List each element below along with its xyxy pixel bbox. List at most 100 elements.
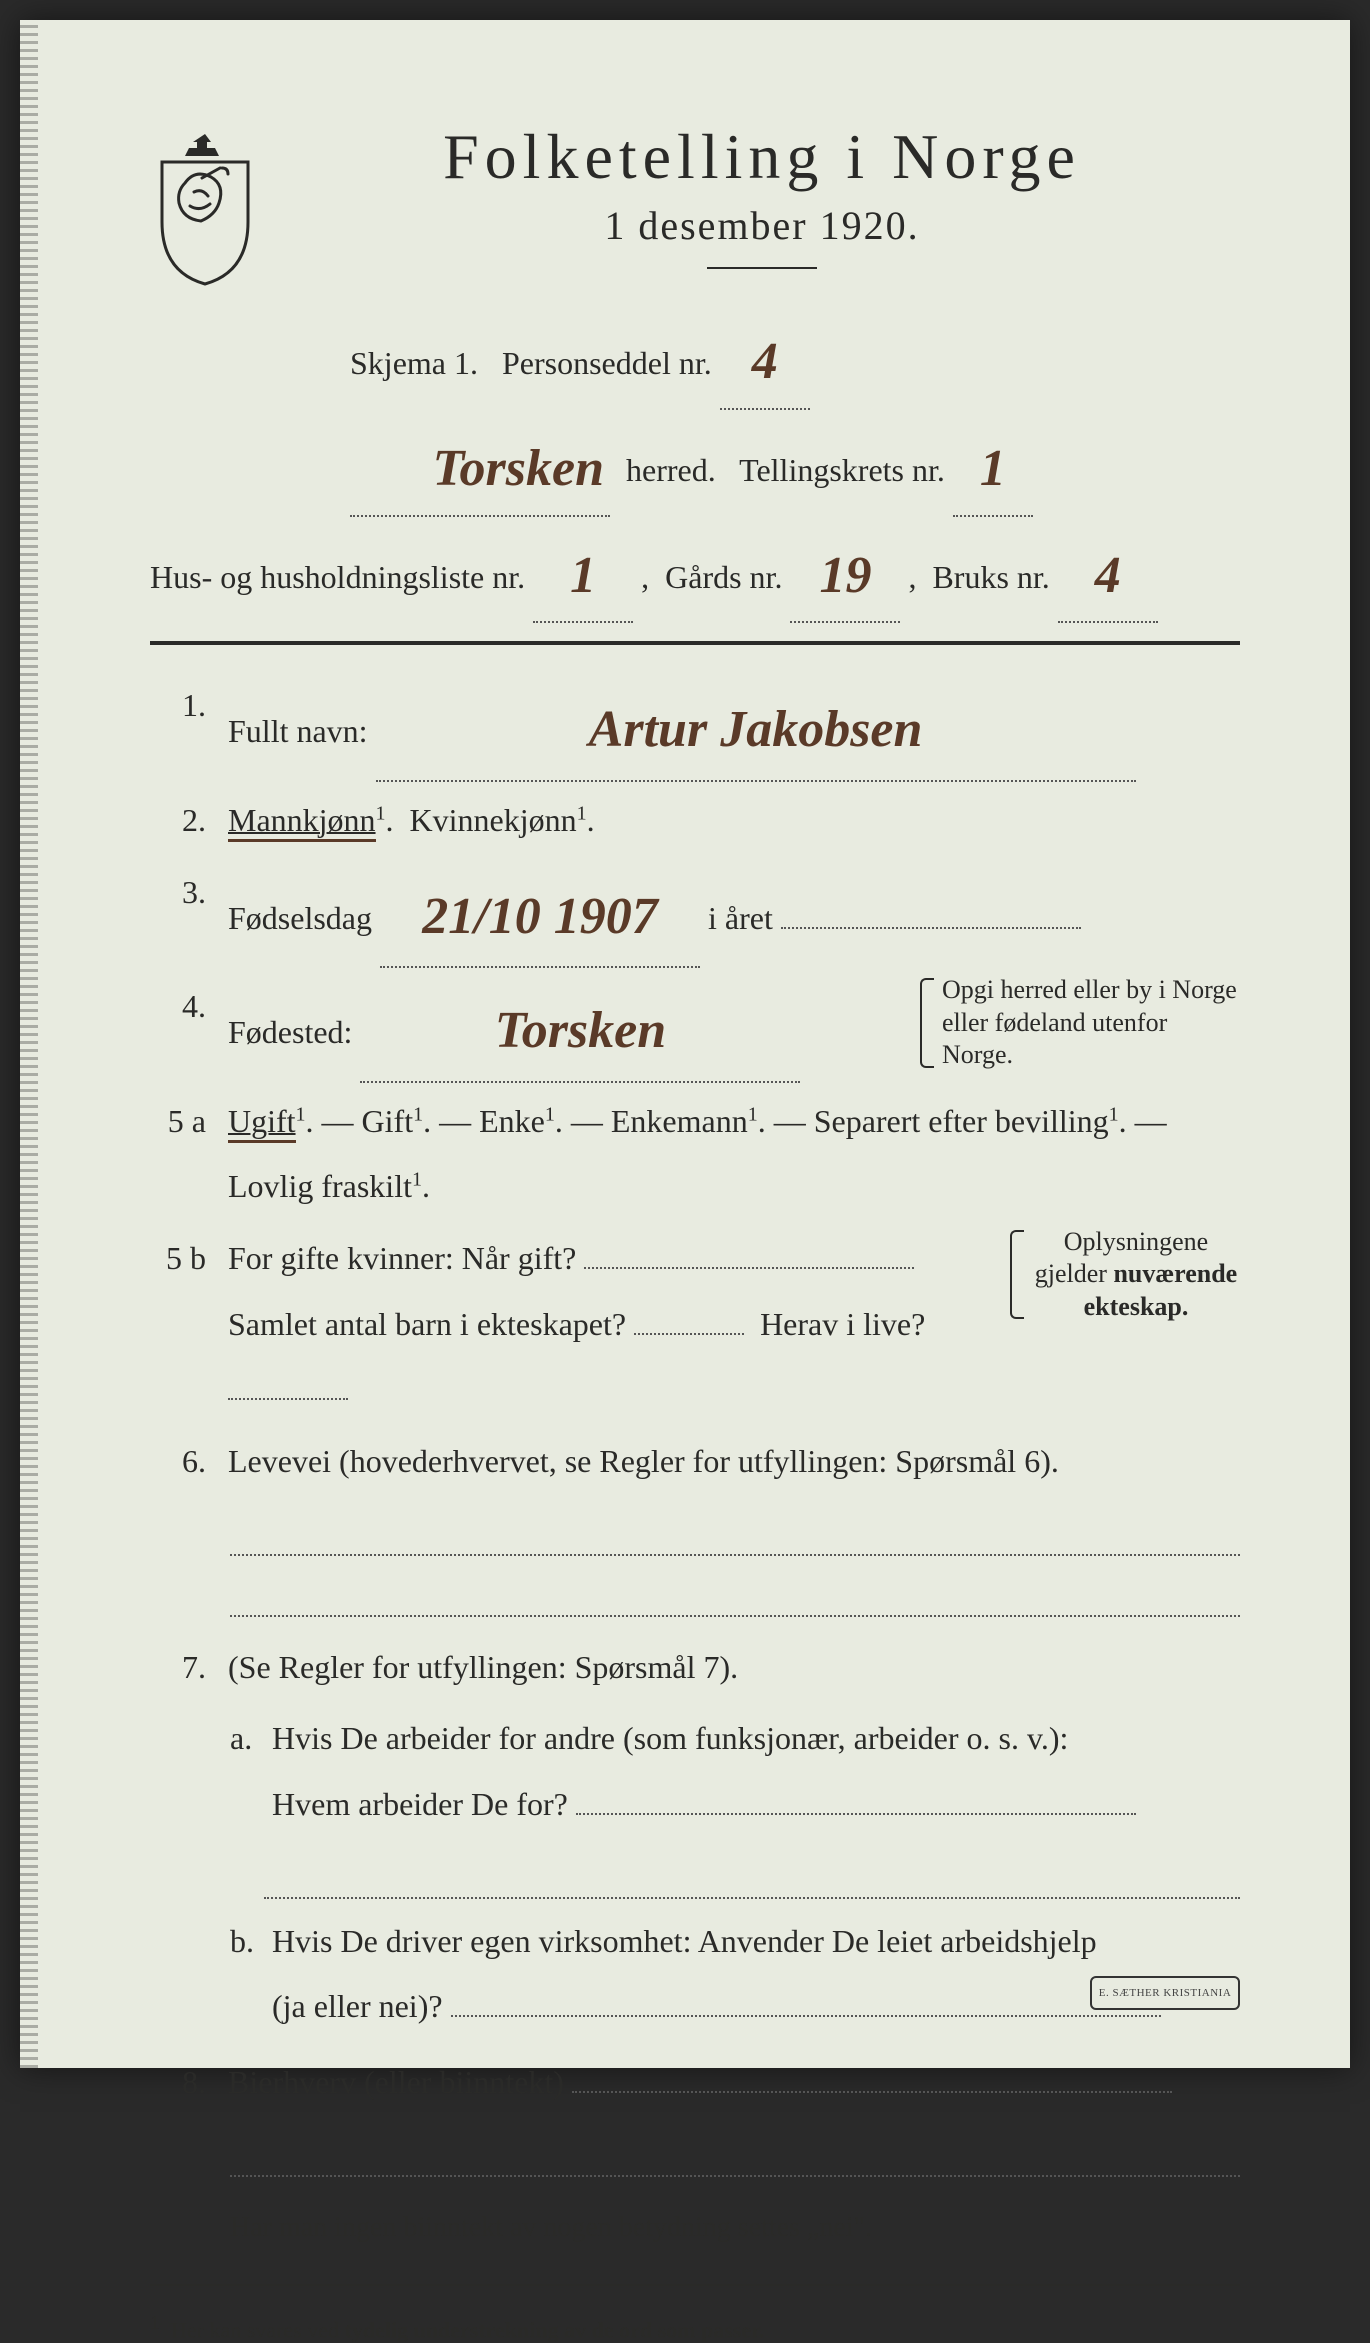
- q4-note: Opgi herred eller by i Norge eller fødel…: [920, 974, 1240, 1072]
- row-skjema: Skjema 1. Personseddel nr. 4: [150, 309, 1240, 410]
- q4-value: Torsken: [495, 1002, 666, 1059]
- q5b-live-field: [228, 1398, 348, 1400]
- q5a-ugift: Ugift: [228, 1103, 296, 1143]
- q5a-separert: Separert efter bevilling: [814, 1103, 1109, 1139]
- q8-num: 8.: [150, 2050, 206, 2116]
- q5b: 5 b For gifte kvinner: Når gift? Samlet …: [150, 1226, 1240, 1423]
- q5b-body: For gifte kvinner: Når gift? Samlet anta…: [228, 1226, 1240, 1423]
- census-form-page: Folketelling i Norge 1 desember 1920. Sk…: [20, 20, 1350, 2068]
- q5a-sup1: 1: [296, 1103, 306, 1125]
- herred-label: herred.: [626, 452, 716, 488]
- printer-stamp: E. SÆTHER KRISTIANIA: [1090, 1976, 1240, 2010]
- gards-nr: 19: [819, 547, 871, 604]
- q3-num: 3.: [150, 860, 206, 969]
- q3-year-field: [781, 927, 1081, 929]
- q7b-field: [451, 2015, 1161, 2017]
- q2-sup2: 1: [577, 802, 587, 824]
- bruks-nr: 4: [1095, 547, 1121, 604]
- q5b-note-l2: gjelder: [1035, 1259, 1107, 1288]
- q5a-sup3: 1: [545, 1103, 555, 1125]
- q5b-gift-field: [584, 1267, 914, 1269]
- q7a-line2: [264, 1847, 1240, 1898]
- footnote-bold: tydelig understrekning av de ord som pas…: [345, 2317, 765, 2342]
- q7-num: 7.: [150, 1635, 206, 1701]
- q2-body: Mannkjønn1. Kvinnekjønn1.: [228, 788, 1240, 854]
- footnote: 1 Her kan svares ved tydelig understrekn…: [150, 2312, 1240, 2343]
- q5a-sup5: 1: [1109, 1103, 1119, 1125]
- footnote-divider: [150, 2284, 1240, 2286]
- q1-value: Artur Jakobsen: [589, 701, 923, 758]
- q5b-barn-field: [634, 1333, 744, 1335]
- q4: 4. Fødested: Torsken Opgi herred eller b…: [150, 974, 1240, 1083]
- questions-section: 1. Fullt navn: Artur Jakobsen 2. Mannkjø…: [150, 673, 1240, 2256]
- q3-aaret: i året: [708, 900, 773, 936]
- q5a: 5 a Ugift1. — Gift1. — Enke1. — Enkemann…: [150, 1089, 1240, 1220]
- q6-body: Levevei (hovederhvervet, se Regler for u…: [228, 1429, 1240, 1495]
- footnote-marker: 1: [150, 2312, 160, 2334]
- q1-field: Artur Jakobsen: [376, 673, 1136, 782]
- q2-mann: Mannkjønn: [228, 802, 376, 842]
- q8-field: [572, 2091, 1172, 2093]
- form-header: Folketelling i Norge 1 desember 1920.: [150, 120, 1240, 297]
- q5a-gift: Gift: [362, 1103, 414, 1139]
- bruks-label: Bruks nr.: [932, 559, 1049, 595]
- herred-value: Torsken: [433, 440, 604, 497]
- coat-of-arms-icon: [150, 128, 260, 288]
- tellingskrets-label: Tellingskrets nr.: [739, 452, 945, 488]
- q5b-note-l1: Oplysningene: [1032, 1226, 1240, 1259]
- q5b-note: Oplysningene gjelder nuværende ekteskap.: [1010, 1226, 1240, 1324]
- q4-num: 4.: [150, 974, 206, 1083]
- q7a-l1: Hvis De arbeider for andre (som funksjon…: [272, 1720, 1068, 1756]
- section-divider-1: [150, 641, 1240, 645]
- q5a-enkemann: Enkemann: [611, 1103, 748, 1139]
- gards-field: 19: [790, 523, 900, 624]
- personseddel-nr: 4: [752, 333, 778, 390]
- q7b-l2: (ja eller nei)?: [272, 1988, 443, 2024]
- q8-line2: [230, 2125, 1240, 2176]
- q4-label: Fødested:: [228, 1014, 352, 1050]
- q5b-note-l3-txt: ekteskap.: [1084, 1292, 1189, 1321]
- main-title: Folketelling i Norge: [284, 120, 1240, 194]
- q5b-note-l3: ekteskap.: [1032, 1291, 1240, 1324]
- subtitle: 1 desember 1920.: [284, 202, 1240, 249]
- q4-note-l2: eller fødeland utenfor Norge.: [942, 1007, 1240, 1072]
- q3-body: Fødselsdag 21/10 1907 i året: [228, 860, 1240, 969]
- q7a-l2: Hvem arbeider De for?: [272, 1786, 568, 1822]
- tellingskrets-field: 1: [953, 416, 1033, 517]
- q5b-l2b: Herav i live?: [760, 1306, 925, 1342]
- q5b-l1a: For gifte kvinner: Når gift?: [228, 1240, 576, 1276]
- husliste-nr: 1: [570, 547, 596, 604]
- q3-label: Fødselsdag: [228, 900, 372, 936]
- q7b: b. Hvis De driver egen virksomhet: Anven…: [150, 1909, 1240, 2040]
- title-block: Folketelling i Norge 1 desember 1920.: [284, 120, 1240, 297]
- q5b-num: 5 b: [150, 1226, 206, 1423]
- footer-note: Har man ingen biinntekt av nogen betydni…: [230, 2199, 1240, 2256]
- q3-value: 21/10 1907: [422, 888, 657, 945]
- q4-field: Torsken: [360, 974, 800, 1083]
- q7b-letter: b.: [230, 1909, 264, 1975]
- bruks-field: 4: [1058, 523, 1158, 624]
- q2-sup1: 1: [376, 802, 386, 824]
- husliste-label: Hus- og husholdningsliste nr.: [150, 559, 525, 595]
- q5b-l2a: Samlet antal barn i ekteskapet?: [228, 1306, 626, 1342]
- q4-body: Fødested: Torsken Opgi herred eller by i…: [228, 974, 1240, 1083]
- crest-svg: [150, 128, 260, 288]
- q7a-field: [576, 1813, 1136, 1815]
- q5b-note-l2-wrap: gjelder nuværende: [1032, 1258, 1240, 1291]
- q8: 8. Bierhverv (eller biinntekt): [150, 2050, 1240, 2116]
- q6: 6. Levevei (hovederhvervet, se Regler fo…: [150, 1429, 1240, 1495]
- q5a-sup6: 1: [412, 1169, 422, 1191]
- q5a-sup2: 1: [413, 1103, 423, 1125]
- q2-kvinne: Kvinnekjønn: [410, 802, 577, 838]
- q5a-body: Ugift1. — Gift1. — Enke1. — Enkemann1. —…: [228, 1089, 1240, 1220]
- herred-field: Torsken: [350, 416, 610, 517]
- q2-num: 2.: [150, 788, 206, 854]
- q1-body: Fullt navn: Artur Jakobsen: [228, 673, 1240, 782]
- q5a-fraskilt: Lovlig fraskilt: [228, 1168, 412, 1204]
- row-husliste: Hus- og husholdningsliste nr. 1 , Gårds …: [150, 523, 1240, 624]
- q7-intro: (Se Regler for utfyllingen: Spørsmål 7).: [228, 1635, 1240, 1701]
- q6-line1: [230, 1504, 1240, 1555]
- q2: 2. Mannkjønn1. Kvinnekjønn1.: [150, 788, 1240, 854]
- husliste-field: 1: [533, 523, 633, 624]
- gards-label: Gårds nr.: [665, 559, 782, 595]
